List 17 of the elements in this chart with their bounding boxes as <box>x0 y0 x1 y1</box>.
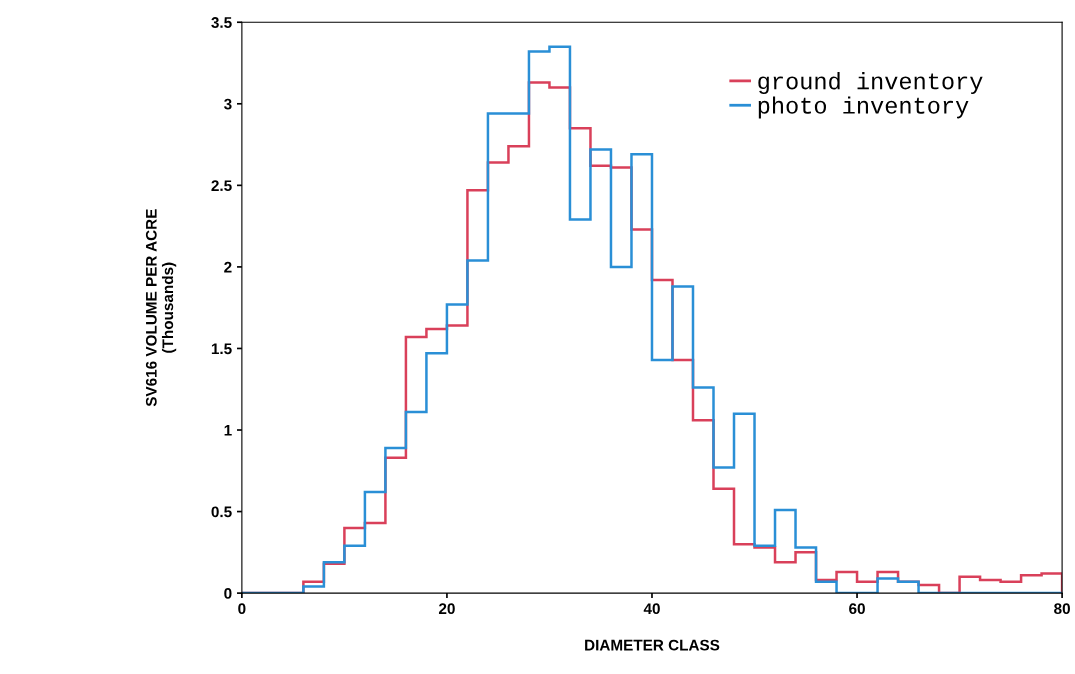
y-tick-label: 2 <box>224 261 232 273</box>
x-tick-label: 80 <box>1054 603 1070 615</box>
x-tick-label: 40 <box>643 603 660 615</box>
x-axis-title: DIAMETER CLASS <box>585 639 720 651</box>
legend-label: ground inventory <box>758 72 983 95</box>
y-tick-label: 3 <box>224 98 232 110</box>
x-tick-label: 60 <box>849 603 865 615</box>
y-tick-label: 1 <box>224 425 232 436</box>
legend-label: photo inventory <box>758 96 969 119</box>
y-axis-title: SV616 VOLUME PER ACRE (Thousands) <box>145 209 177 407</box>
y-tick-label: 1.5 <box>211 343 232 355</box>
x-tick-label: 0 <box>238 603 246 615</box>
y-tick-label: 0 <box>224 587 232 599</box>
y-tick-label: 3.5 <box>211 17 232 28</box>
y-tick-label: 2.5 <box>211 180 232 192</box>
x-tick-label: 20 <box>438 603 455 615</box>
y-tick-label: 0.5 <box>211 506 232 518</box>
